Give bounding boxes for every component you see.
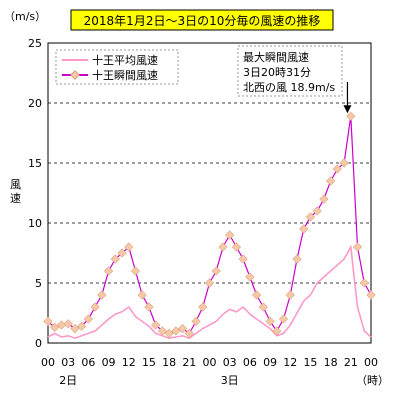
gust-marker: [346, 111, 356, 121]
gust-marker: [50, 322, 60, 332]
annotation-line-2: 3日20時31分: [243, 66, 311, 79]
x-tick-label: 00: [364, 356, 378, 369]
x-tick-label: 03: [223, 356, 237, 369]
gust-marker: [225, 230, 235, 240]
gust-marker: [278, 314, 289, 324]
gust-marker: [258, 302, 268, 312]
gust-marker: [137, 290, 147, 300]
annotation-arrow-head: [343, 105, 352, 114]
gust-marker: [151, 320, 161, 330]
gust-marker: [299, 224, 309, 234]
x-tick-label: 12: [122, 356, 136, 369]
x-tick-labels: 00 03 06 09 12 15 18 21 00 03 06 09 12 15 18 21 00: [41, 356, 378, 369]
gust-marker: [339, 158, 349, 168]
gust-marker: [285, 290, 295, 300]
gust-marker: [326, 176, 336, 186]
gust-marker: [352, 242, 363, 252]
gust-marker: [319, 194, 329, 204]
gust-marker: [56, 320, 67, 330]
gust-marker: [43, 316, 53, 326]
y-tick-label: 5: [35, 277, 42, 290]
gust-marker: [144, 302, 154, 312]
max-gust-annotation: 最大瞬間風速 3日20時31分 北西の風 18.9m/s: [237, 45, 352, 114]
gust-marker: [332, 164, 342, 174]
gust-marker: [164, 328, 174, 338]
x-tick-label: 18: [324, 356, 338, 369]
gust-marker: [366, 290, 376, 300]
gust-marker: [110, 254, 120, 264]
gust-marker: [305, 212, 316, 222]
y-tick-label: 20: [28, 97, 42, 110]
gust-marker: [272, 326, 282, 336]
gust-markers: [43, 111, 376, 338]
day-labels: 2日 3日: [59, 374, 239, 387]
y-tick-labels: 0 5 10 15 20 25: [28, 37, 42, 350]
x-tick-label: 15: [303, 356, 317, 369]
gust-marker: [171, 326, 181, 336]
gust-marker: [130, 266, 141, 276]
legend-avg-label: 十王平均風速: [92, 53, 158, 67]
x-tick-label: 21: [182, 356, 196, 369]
gust-marker: [292, 254, 302, 264]
day-label: 3日: [221, 374, 239, 387]
gust-marker: [204, 278, 215, 288]
gust-marker: [252, 290, 262, 300]
y-unit-label: （m/s）: [4, 10, 46, 23]
x-tick-label: 15: [142, 356, 156, 369]
series-average-wind: [47, 244, 372, 340]
day-label: 2日: [59, 374, 77, 387]
gust-marker: [177, 324, 188, 334]
legend: 十王平均風速 十王瞬間風速: [55, 49, 179, 85]
y-tick-label: 0: [35, 337, 42, 350]
gust-marker: [211, 266, 221, 276]
legend-gust-marker: [70, 70, 80, 80]
gust-marker: [124, 242, 134, 252]
legend-gust-label: 十王瞬間風速: [92, 68, 158, 82]
gust-marker: [245, 272, 255, 282]
x-tick-label: 06: [81, 356, 95, 369]
annotation-line-3: 北西の風 18.9m/s: [243, 81, 335, 94]
y-tick-label: 25: [28, 37, 42, 50]
x-tick-label: 06: [243, 356, 257, 369]
y-tick-label: 15: [28, 157, 42, 170]
gust-marker: [359, 278, 369, 288]
x-tick-label: 09: [102, 356, 116, 369]
gust-marker: [157, 326, 167, 336]
gust-marker: [97, 290, 107, 300]
gust-marker: [83, 314, 93, 324]
average-wind-line: [47, 244, 372, 340]
gust-marker: [265, 316, 275, 326]
chart-title: 2018年1月2日～3日の10分毎の風速の推移: [84, 13, 321, 28]
gust-marker: [191, 316, 201, 326]
gust-marker: [77, 321, 87, 331]
annotation-line-1: 最大瞬間風速: [243, 50, 309, 64]
gust-marker: [231, 242, 242, 252]
title-box: [70, 9, 334, 31]
x-tick-label: 09: [263, 356, 277, 369]
gust-marker: [70, 324, 80, 334]
x-tick-label: 00: [41, 356, 55, 369]
gust-marker: [238, 254, 248, 264]
x-unit-label: （時）: [356, 374, 389, 387]
x-tick-label: 03: [61, 356, 75, 369]
gust-marker: [117, 248, 127, 258]
x-tick-label: 18: [162, 356, 176, 369]
x-tick-label: 00: [203, 356, 217, 369]
gust-marker: [184, 328, 194, 338]
gust-marker: [103, 266, 114, 276]
annotation-box: [237, 45, 343, 97]
x-tick-label: 21: [344, 356, 358, 369]
y-axis-label-char-1: 風: [10, 178, 21, 191]
y-axis-label-char-2: 速: [10, 192, 21, 205]
gust-marker: [312, 206, 322, 216]
gust-marker: [63, 319, 73, 329]
y-tick-label: 10: [28, 217, 42, 230]
x-tick-label: 12: [283, 356, 297, 369]
gust-marker: [198, 302, 208, 312]
gust-marker: [90, 302, 100, 312]
gust-marker: [218, 242, 228, 252]
